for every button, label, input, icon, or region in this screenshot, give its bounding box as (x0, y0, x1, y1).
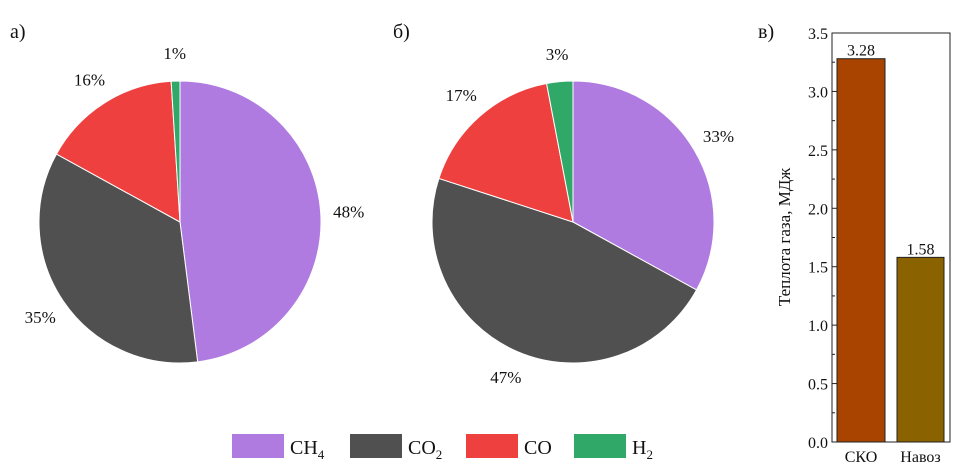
bar-data-label: 3.28 (847, 43, 875, 60)
y-tick-label: 1.5 (808, 260, 828, 277)
pie-slice-H2 (545, 80, 574, 223)
slice-label: 47% (490, 368, 521, 387)
slice-label: 3% (546, 45, 569, 64)
legend-swatch-CO (466, 434, 518, 458)
panel-label: б) (393, 21, 410, 43)
panel-label: в) (758, 21, 774, 43)
panel-label: а) (10, 21, 26, 43)
legend-swatch-H2 (574, 434, 626, 458)
slice-label: 16% (74, 70, 105, 89)
pie-slice-CO2 (38, 153, 199, 364)
pie-slice-CH4 (179, 80, 322, 363)
legend-label-CO: CO (524, 437, 552, 459)
x-tick-label: СКО (845, 449, 878, 466)
y-tick-label: 1.0 (808, 318, 828, 335)
pie-slice-CO (55, 80, 181, 223)
bar-Навоз (896, 256, 945, 443)
slice-label: 17% (446, 86, 477, 105)
legend-label-CH4: CH4 (290, 437, 325, 462)
pie-slice-CO (438, 82, 574, 223)
slice-label: 33% (703, 127, 734, 146)
y-axis-label: Теплота газа, МДж (775, 168, 794, 307)
y-tick-label: 2.0 (808, 201, 828, 218)
pie-slice-H2 (170, 80, 181, 223)
y-tick-label: 3.5 (808, 26, 828, 43)
slice-label: 1% (163, 44, 186, 63)
y-tick-label: 2.5 (808, 143, 828, 160)
slice-label: 48% (333, 202, 364, 221)
legend-label-CO2: CO2 (408, 437, 442, 462)
y-tick-label: 0.0 (808, 435, 828, 452)
y-tick-label: 0.5 (808, 377, 828, 394)
y-tick-label: 3.0 (808, 84, 828, 101)
bar-СКО (836, 58, 886, 443)
pie-slice-CH4 (572, 80, 715, 291)
slice-label: 35% (25, 308, 56, 327)
legend-swatch-CH4 (232, 434, 284, 458)
legend-swatch-CO2 (350, 434, 402, 458)
legend-label-H2: H2 (632, 437, 653, 462)
x-tick-label: Навоз (900, 449, 940, 466)
bar-data-label: 1.58 (907, 241, 935, 258)
pie-slice-CO2 (431, 177, 698, 364)
